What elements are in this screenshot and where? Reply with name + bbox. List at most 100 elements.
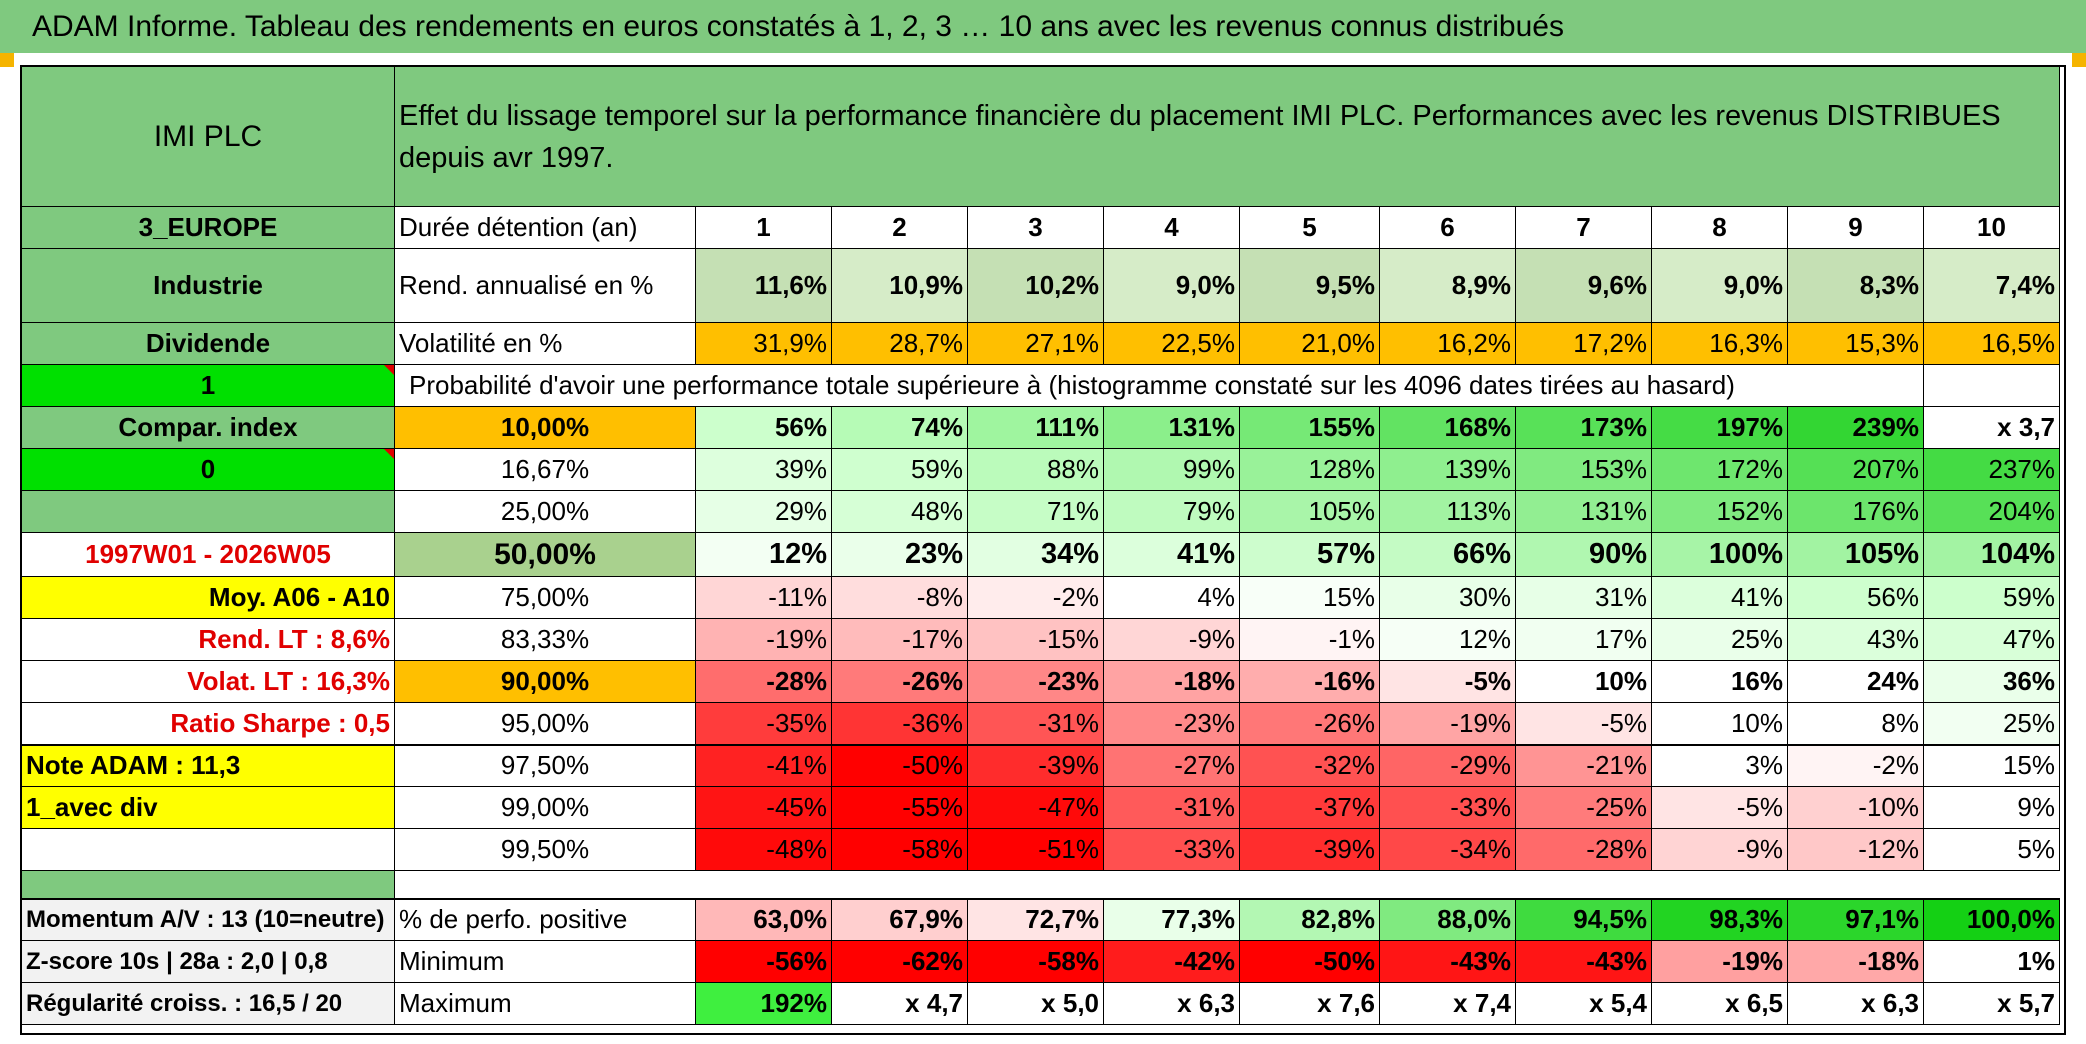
pos-cell: 63,0% — [695, 897, 832, 941]
flag-zero: 0 — [21, 448, 395, 491]
percentile-label: 25,00% — [394, 490, 696, 533]
max-cell: x 6,3 — [1103, 982, 1240, 1025]
percentile-cell: 12% — [695, 532, 832, 577]
percentile-cell: -47% — [967, 786, 1104, 829]
pos-cell: 88,0% — [1379, 897, 1516, 941]
percentile-label: 95,00% — [394, 702, 696, 745]
percentile-cell: 172% — [1651, 448, 1788, 491]
min-cell: -62% — [831, 940, 968, 983]
percentile-cell: -33% — [1379, 786, 1516, 829]
max-cell: x 6,3 — [1787, 982, 1924, 1025]
percentile-label: 50,00% — [394, 532, 696, 577]
max-cell: x 5,4 — [1515, 982, 1652, 1025]
percentile-cell: 56% — [1787, 576, 1924, 619]
percentile-cell: 176% — [1787, 490, 1924, 533]
percentile-cell: -37% — [1239, 786, 1380, 829]
percentile-cell: -10% — [1787, 786, 1924, 829]
percentile-cell: -26% — [831, 660, 968, 703]
vol-cell: 16,5% — [1923, 322, 2060, 365]
probability-label: Probabilité d'avoir une performance tota… — [394, 364, 1788, 407]
year-header: 1 — [695, 206, 832, 249]
percentile-cell: 197% — [1651, 406, 1788, 449]
percentile-cell: -50% — [831, 743, 968, 787]
percentile-cell: 239% — [1787, 406, 1924, 449]
rend-cell: 10,9% — [831, 248, 968, 323]
percentile-cell: -29% — [1379, 743, 1516, 787]
min-cell: -19% — [1651, 940, 1788, 983]
asset-name: IMI PLC — [21, 66, 395, 207]
percentile-cell: 23% — [831, 532, 968, 577]
percentile-cell: 25% — [1923, 702, 2060, 745]
table-frame — [20, 65, 2066, 1035]
sector-label: Industrie — [21, 248, 395, 323]
percentile-cell: -36% — [831, 702, 968, 745]
vol-label: Volatilité en % — [394, 322, 696, 365]
percentile-cell: -23% — [1103, 702, 1240, 745]
percentile-cell: -55% — [831, 786, 968, 829]
percentile-cell: -5% — [1379, 660, 1516, 703]
percentile-cell: 39% — [695, 448, 832, 491]
rend-cell: 8,3% — [1787, 248, 1924, 323]
pos-cell: 72,7% — [967, 897, 1104, 941]
percentile-label: 83,33% — [394, 618, 696, 661]
dividend-label: Dividende — [21, 322, 395, 365]
percentile-cell: -2% — [1787, 743, 1924, 787]
empty-cell — [21, 490, 395, 533]
percentile-cell: 155% — [1239, 406, 1380, 449]
region-label: 3_EUROPE — [21, 206, 395, 249]
min-cell: -58% — [967, 940, 1104, 983]
percentile-cell: 59% — [1923, 576, 2060, 619]
min-cell: -42% — [1103, 940, 1240, 983]
percentile-cell: 71% — [967, 490, 1104, 533]
percentile-cell: x 3,7 — [1923, 406, 2060, 449]
percentile-label: 75,00% — [394, 576, 696, 619]
min-cell: -56% — [695, 940, 832, 983]
vol-cell: 16,3% — [1651, 322, 1788, 365]
table-description: Effet du lissage temporel sur la perform… — [394, 66, 2060, 207]
max-cell: x 7,4 — [1379, 982, 1516, 1025]
percentile-cell: 34% — [967, 532, 1104, 577]
rend-cell: 8,9% — [1379, 248, 1516, 323]
volat-lt-label: Volat. LT : 16,3% — [21, 660, 395, 703]
percentile-cell: -32% — [1239, 743, 1380, 787]
percentile-cell: -11% — [695, 576, 832, 619]
percentile-cell: -23% — [967, 660, 1104, 703]
rend-cell: 11,6% — [695, 248, 832, 323]
sharpe-label: Ratio Sharpe : 0,5 — [21, 702, 395, 745]
pos-cell: 98,3% — [1651, 897, 1788, 941]
percentile-cell: -17% — [831, 618, 968, 661]
percentile-cell: -35% — [695, 702, 832, 745]
percentile-cell: -19% — [695, 618, 832, 661]
div-label: 1_avec div — [21, 786, 395, 829]
pos-cell: 100,0% — [1923, 897, 2060, 941]
percentile-cell: -33% — [1103, 828, 1240, 871]
spacer — [21, 870, 395, 899]
year-header: 7 — [1515, 206, 1652, 249]
min-cell: -43% — [1379, 940, 1516, 983]
percentile-cell: 131% — [1515, 490, 1652, 533]
percentile-cell: -5% — [1651, 786, 1788, 829]
flag-one: 1 — [21, 364, 395, 407]
percentile-cell: -16% — [1239, 660, 1380, 703]
pos-cell: 77,3% — [1103, 897, 1240, 941]
percentile-cell: 56% — [695, 406, 832, 449]
percentile-cell: 8% — [1787, 702, 1924, 745]
vol-cell: 21,0% — [1239, 322, 1380, 365]
rend-cell: 9,6% — [1515, 248, 1652, 323]
vol-cell: 22,5% — [1103, 322, 1240, 365]
percentile-cell: 36% — [1923, 660, 2060, 703]
percentile-cell: 10% — [1515, 660, 1652, 703]
percentile-cell: -27% — [1103, 743, 1240, 787]
percentile-cell: -18% — [1103, 660, 1240, 703]
percentile-cell: -51% — [967, 828, 1104, 871]
year-header: 9 — [1787, 206, 1924, 249]
percentile-cell: 207% — [1787, 448, 1924, 491]
percentile-cell: -2% — [967, 576, 1104, 619]
percentile-cell: -5% — [1515, 702, 1652, 745]
percentile-cell: -15% — [967, 618, 1104, 661]
percentile-cell: -48% — [695, 828, 832, 871]
note-label: Note ADAM : 11,3 — [21, 743, 395, 787]
year-header: 2 — [831, 206, 968, 249]
percentile-cell: -41% — [695, 743, 832, 787]
percentile-cell: -31% — [967, 702, 1104, 745]
